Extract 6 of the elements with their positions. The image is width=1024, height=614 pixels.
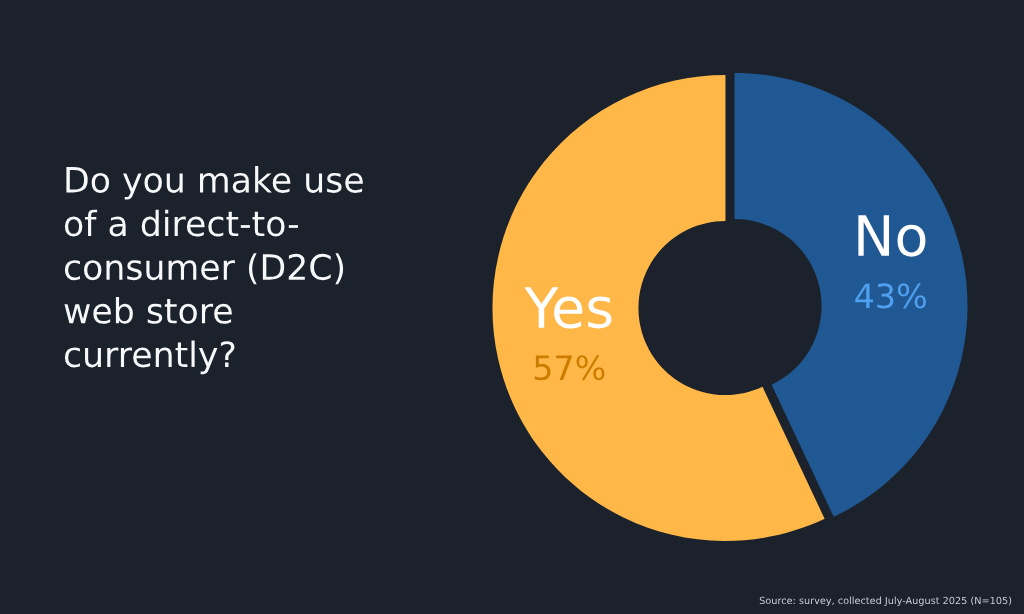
text: Do you make use of a direct-to- consumer (D2C) web store currently? xyxy=(64,166,363,375)
data-label: 57% xyxy=(534,355,605,381)
source-note: Source: survey, collected July-August 2025 (N=105) xyxy=(759,596,1012,606)
slice-label: Yes xyxy=(524,287,612,329)
slice-label: No xyxy=(858,215,926,257)
data-label: 43% xyxy=(855,283,926,309)
